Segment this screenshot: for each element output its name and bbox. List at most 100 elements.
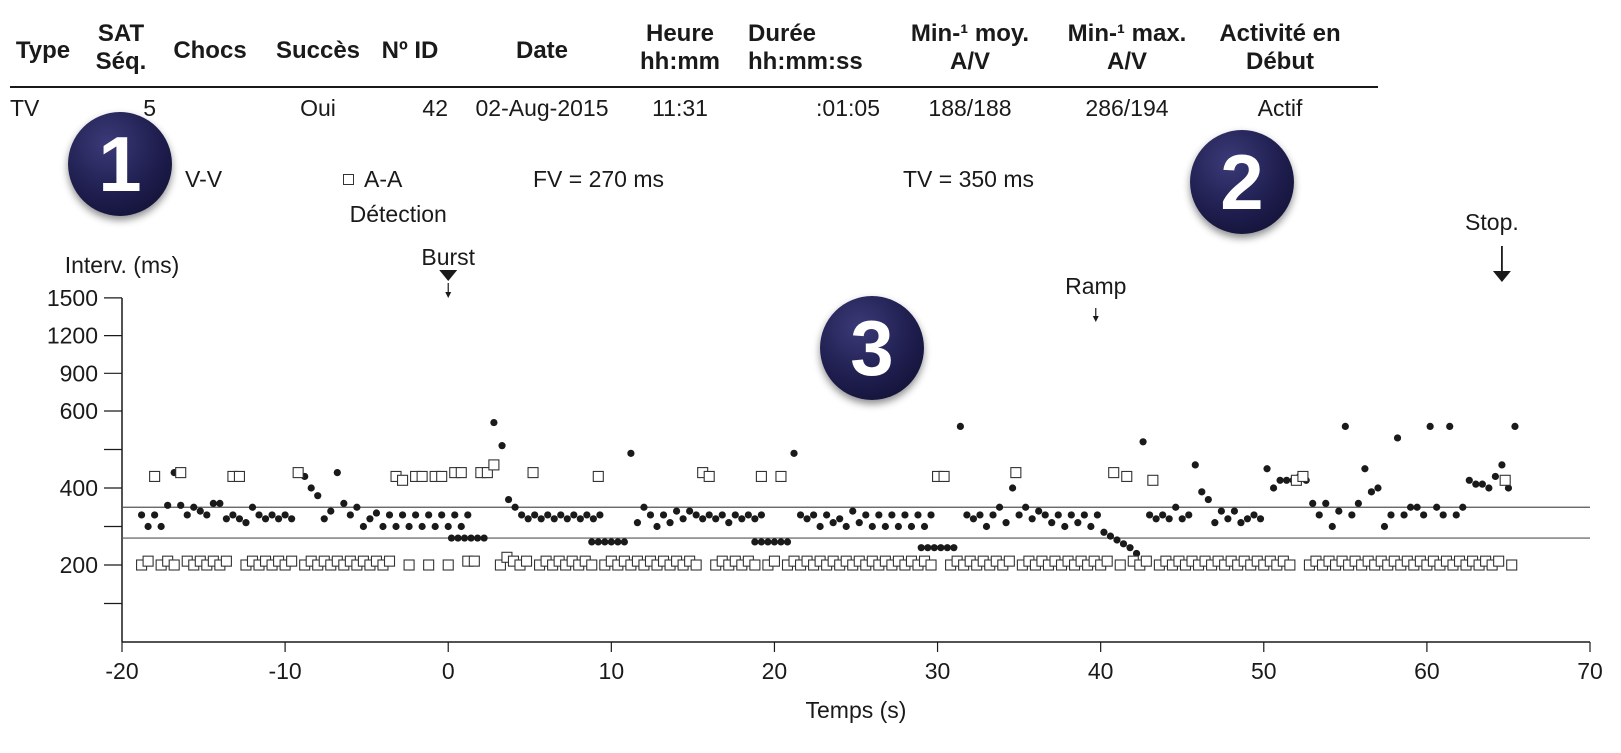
vv-point (751, 538, 759, 546)
vv-point (1028, 515, 1036, 523)
vv-point (1315, 511, 1323, 519)
vv-point (385, 511, 394, 519)
vv-point (340, 499, 348, 507)
vv-point (1237, 519, 1245, 527)
vv-point (511, 503, 519, 511)
vv-point (405, 522, 413, 531)
vv-point (927, 511, 935, 519)
x-tick-label: 40 (1088, 658, 1114, 684)
cell-duree: :01:05 (816, 95, 880, 121)
legend-aa-label: A-A (364, 166, 403, 192)
vv-point (398, 511, 407, 519)
vv-point (894, 522, 903, 531)
vv-point (1152, 515, 1160, 523)
vv-point (1420, 511, 1428, 519)
vv-point (1322, 499, 1330, 507)
x-tick-label: 60 (1414, 658, 1440, 684)
vv-point (392, 522, 400, 531)
header-type-label: Type (15, 37, 71, 64)
aa-point (442, 559, 454, 571)
legend-vv-label: V-V (185, 166, 223, 192)
vv-point (583, 511, 591, 519)
vv-point (379, 522, 387, 531)
header-activite-l1: Activité en (1219, 20, 1341, 47)
vv-point (412, 511, 420, 519)
vv-point (995, 503, 1004, 511)
vv-point (757, 538, 765, 546)
vv-point (1283, 476, 1291, 484)
cell-type: TV (10, 95, 40, 121)
vv-point (589, 515, 597, 523)
header-min-max: Min-¹ max. A/V (1052, 20, 1202, 76)
vv-point (1146, 511, 1154, 519)
vv-point (836, 515, 844, 523)
vv-point (209, 499, 217, 507)
legend-fv: FV = 270 ms (533, 166, 665, 192)
vv-point (790, 449, 798, 457)
y-tick-label: 600 (60, 398, 98, 424)
vv-point (699, 515, 707, 523)
annotation-stop: Stop. (1465, 209, 1519, 235)
x-axis-label: Temps (s) (806, 697, 907, 723)
vv-point (1067, 511, 1075, 519)
vv-point (829, 519, 837, 527)
vv-point (1022, 503, 1030, 511)
header-duree: Durée hh:mm:ss (748, 20, 888, 76)
vv-point (255, 511, 263, 519)
vv-point (1100, 528, 1108, 536)
vv-point (490, 418, 498, 427)
vv-point (1041, 511, 1049, 519)
aa-point (292, 467, 304, 479)
vv-point (518, 511, 526, 519)
aa-point (286, 555, 298, 567)
vv-point (576, 515, 584, 523)
aa-point (1499, 474, 1511, 486)
vv-point (320, 515, 328, 523)
vv-point (242, 519, 250, 527)
vv-point (659, 511, 668, 519)
vv-point (888, 511, 896, 519)
vv-point (1074, 519, 1082, 527)
vv-point (963, 511, 971, 519)
vv-point (460, 534, 469, 542)
vv-point (816, 522, 824, 531)
vv-point (809, 511, 818, 519)
vv-point (920, 522, 929, 531)
vv-point (314, 492, 322, 500)
vv-point (464, 511, 472, 519)
vv-point (796, 511, 805, 519)
vv-point (1400, 511, 1408, 519)
vv-point (672, 507, 681, 515)
vv-point (451, 511, 459, 519)
vv-point (1165, 515, 1173, 523)
vv-point (550, 515, 558, 523)
vv-point (646, 511, 655, 519)
vv-point (346, 511, 354, 519)
aa-point (703, 470, 715, 483)
vv-point (917, 544, 925, 552)
y-tick-label: 400 (60, 475, 98, 501)
vv-point (1328, 522, 1336, 531)
vv-point (524, 515, 532, 523)
vv-point (1269, 484, 1278, 492)
vv-point (1035, 507, 1043, 515)
vv-point (1048, 519, 1056, 527)
vv-point (151, 511, 159, 519)
x-tick-label: -20 (105, 658, 138, 684)
x-tick-label: 50 (1251, 658, 1277, 684)
vv-point (588, 538, 596, 546)
aa-point (755, 470, 767, 483)
vv-point (1119, 540, 1128, 548)
vv-point (457, 522, 465, 531)
vv-point (235, 515, 244, 523)
header-chocs: Chocs (165, 30, 255, 72)
vv-point (570, 511, 578, 519)
vv-point (1478, 480, 1486, 488)
vv-point (359, 522, 368, 531)
aa-point (1147, 474, 1159, 486)
vv-point (937, 544, 945, 552)
cell-min-max: 286/194 (1085, 95, 1169, 121)
x-tick-label: 10 (599, 658, 625, 684)
legend-tv: TV = 350 ms (903, 166, 1035, 192)
vv-point (1446, 422, 1454, 430)
